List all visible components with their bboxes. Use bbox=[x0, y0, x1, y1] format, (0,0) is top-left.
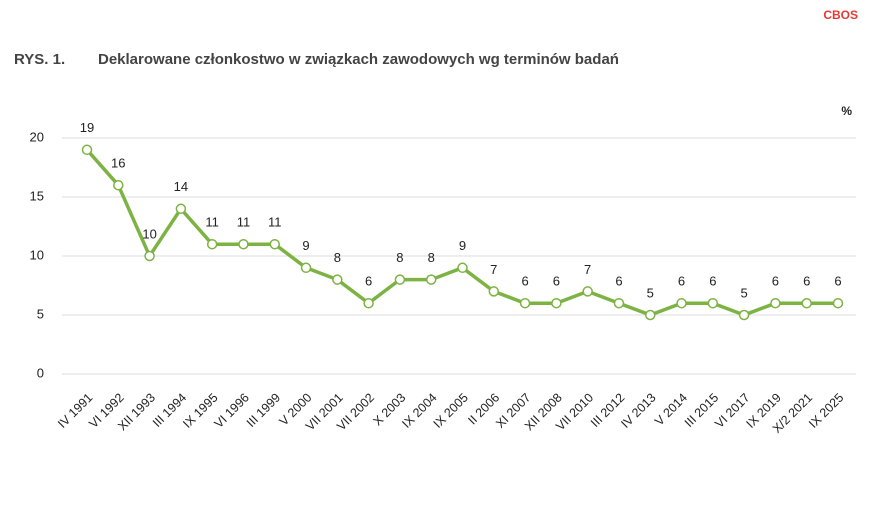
data-label: 9 bbox=[302, 238, 309, 253]
x-tick-label: IX 2005 bbox=[431, 391, 471, 431]
figure-label: RYS. 1. bbox=[14, 51, 65, 68]
data-label: 6 bbox=[553, 274, 560, 289]
marker bbox=[519, 297, 531, 309]
data-label: 6 bbox=[521, 274, 528, 289]
marker bbox=[394, 274, 406, 285]
marker bbox=[488, 286, 500, 297]
data-label: 7 bbox=[584, 262, 591, 277]
data-label: 5 bbox=[741, 285, 748, 300]
data-label: 11 bbox=[237, 215, 251, 230]
x-tick-label: IX 2025 bbox=[806, 391, 846, 431]
data-label: 5 bbox=[647, 285, 654, 300]
y-tick-label: 10 bbox=[30, 247, 44, 262]
y-tick-label: 20 bbox=[30, 129, 44, 144]
data-label: 11 bbox=[205, 215, 219, 230]
data-label: 14 bbox=[174, 179, 188, 194]
data-label: 6 bbox=[772, 274, 779, 289]
chart-title: Deklarowane członkostwo w związkach zawo… bbox=[98, 51, 619, 68]
marker bbox=[113, 179, 124, 191]
line bbox=[85, 148, 838, 317]
source: CBOS bbox=[823, 8, 858, 22]
marker bbox=[801, 297, 812, 309]
x-tick-label: VI 1996 bbox=[212, 391, 252, 431]
marker bbox=[770, 297, 781, 309]
marker bbox=[645, 309, 656, 321]
data-label: 7 bbox=[490, 262, 497, 277]
data-label: 6 bbox=[803, 274, 810, 289]
marker bbox=[363, 297, 374, 309]
marker bbox=[425, 274, 437, 285]
marker bbox=[144, 250, 155, 262]
x-tick-label: IV 2013 bbox=[618, 391, 658, 431]
marker bbox=[206, 238, 218, 250]
marker bbox=[81, 144, 93, 156]
x-tick-label: III 1999 bbox=[244, 391, 283, 430]
data-label: 19 bbox=[80, 120, 94, 135]
marker bbox=[300, 262, 312, 274]
data-label: 9 bbox=[459, 238, 466, 253]
marker bbox=[269, 238, 280, 250]
marker bbox=[332, 274, 343, 285]
marker bbox=[707, 297, 719, 309]
data-label: 8 bbox=[428, 250, 435, 265]
data-label: 10 bbox=[142, 226, 156, 241]
data-label: 6 bbox=[834, 274, 841, 289]
marker bbox=[832, 297, 844, 309]
marker bbox=[238, 238, 249, 250]
data-label: 6 bbox=[365, 274, 372, 289]
marker bbox=[551, 297, 562, 309]
data-label: 8 bbox=[334, 250, 341, 265]
data-label: 6 bbox=[615, 274, 622, 289]
y-tick-label: 0 bbox=[37, 365, 44, 380]
data-label: 8 bbox=[396, 250, 403, 265]
marker bbox=[582, 286, 593, 297]
marker bbox=[613, 297, 625, 309]
marker bbox=[738, 309, 750, 321]
marker bbox=[676, 297, 687, 309]
y-tick-label: 5 bbox=[37, 306, 44, 321]
unit-label: % bbox=[841, 104, 852, 118]
data-label: 16 bbox=[111, 156, 125, 171]
data-label: 6 bbox=[709, 274, 716, 289]
data-label: 11 bbox=[268, 215, 282, 230]
data-label: 6 bbox=[678, 274, 685, 289]
marker bbox=[457, 262, 468, 274]
y-tick-label: 15 bbox=[30, 188, 44, 203]
marker bbox=[175, 203, 187, 215]
